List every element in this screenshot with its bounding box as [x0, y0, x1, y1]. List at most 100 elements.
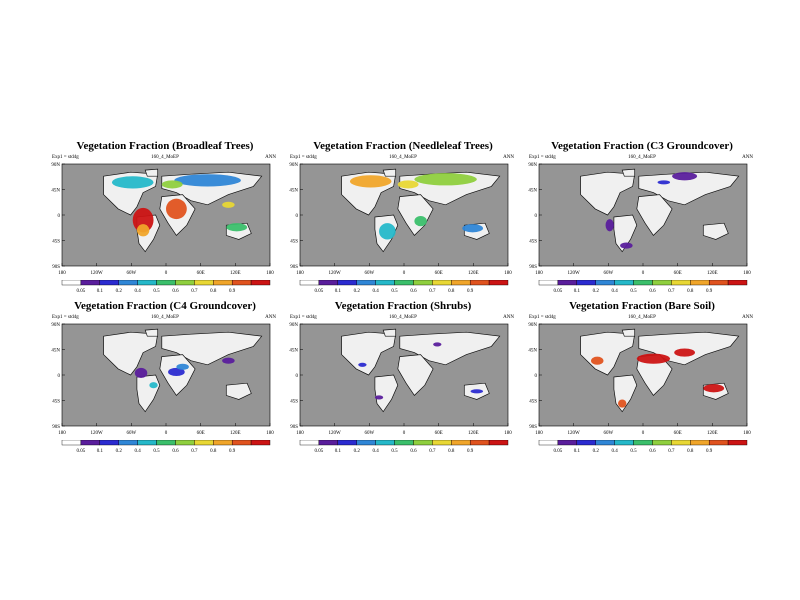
panel-title: Vegetation Fraction (C3 Groundcover)	[551, 140, 733, 152]
colorbar-label: 0.2	[116, 449, 123, 454]
x-tick-label: 60E	[197, 271, 205, 276]
colorbar-label: 0.1	[97, 449, 104, 454]
colorbar-label: 0.4	[373, 289, 380, 294]
colorbar-segment	[250, 280, 271, 286]
colorbar-segment	[451, 440, 471, 446]
data-patch	[166, 198, 187, 220]
colorbar-segment	[318, 440, 339, 446]
colorbar-segment	[356, 280, 376, 286]
panel-title: Vegetation Fraction (Bare Soil)	[569, 300, 715, 312]
colorbar-label: 0.5	[391, 289, 398, 294]
colorbar-label: 0.6	[410, 289, 417, 294]
colorbar-segment	[538, 440, 559, 446]
y-tick-label: 45N	[51, 349, 60, 354]
y-tick-label: 90N	[289, 323, 298, 328]
colorbar-segment	[633, 440, 653, 446]
landmass-greenland	[621, 328, 636, 337]
x-tick-label: 60W	[603, 271, 613, 276]
colorbar-label: 0.7	[429, 449, 436, 454]
colorbar-segment	[595, 280, 615, 286]
y-tick-label: 0	[58, 214, 61, 219]
x-tick-label: 0	[642, 431, 645, 436]
data-patch	[132, 207, 154, 233]
colorbar-segment	[299, 280, 320, 286]
colorbar-segment	[194, 280, 214, 286]
colorbar-label: 0.1	[335, 449, 342, 454]
case-label: 160_4_MoEP	[151, 155, 179, 160]
landmass-greenland	[382, 168, 397, 177]
colorbar-segment	[576, 280, 596, 286]
x-tick-label: 120W	[91, 271, 104, 276]
data-patch	[591, 356, 604, 365]
colorbar: 0.05 0.1 0.2 0.4 0.5 0.6 0.7 0.8 0.9	[61, 280, 271, 294]
colorbar-segment	[80, 440, 101, 446]
x-tick-label: 0	[165, 431, 168, 436]
colorbar-label: 0.05	[315, 289, 324, 294]
x-tick-label: 180	[58, 271, 66, 276]
x-tick-label: 120E	[230, 271, 241, 276]
season-label: ANN	[503, 155, 514, 160]
data-patch	[470, 389, 484, 394]
season-label: ANN	[265, 315, 276, 320]
data-patch	[620, 242, 633, 249]
colorbar-segment	[557, 280, 578, 286]
data-patch	[672, 172, 698, 181]
colorbar-segment	[708, 440, 729, 446]
case-label: 160_4_MoEP	[389, 315, 417, 320]
colorbar-label: 0.05	[77, 449, 86, 454]
colorbar-label: 0.05	[554, 289, 563, 294]
data-patch	[462, 224, 484, 233]
colorbar-label: 0.5	[630, 449, 637, 454]
colorbar-label: 0.2	[593, 449, 600, 454]
data-patch	[161, 180, 183, 189]
x-tick-label: 180	[58, 431, 66, 436]
colorbar-segment	[557, 440, 578, 446]
y-tick-label: 90S	[529, 265, 537, 270]
colorbar-segment	[61, 280, 82, 286]
landmass-australia	[702, 222, 729, 240]
data-patch	[414, 173, 477, 186]
colorbar-label: 0.6	[649, 449, 656, 454]
colorbar-segment	[299, 440, 320, 446]
colorbar-label: 0.9	[229, 289, 236, 294]
x-tick-label: 180	[535, 271, 543, 276]
expt-label: Exp1 = std4g	[529, 315, 556, 320]
season-label: ANN	[742, 315, 753, 320]
landmass-greenland	[144, 168, 159, 177]
panel-title: Vegetation Fraction (Needleleaf Trees)	[313, 140, 493, 152]
x-tick-label: 120E	[468, 431, 479, 436]
case-label: 160_4_MoEP	[151, 315, 179, 320]
colorbar-segment	[213, 280, 233, 286]
colorbar-segment	[633, 280, 653, 286]
colorbar-label: 0.9	[229, 449, 236, 454]
colorbar-label: 0.05	[315, 449, 324, 454]
x-tick-label: 60E	[674, 431, 682, 436]
data-patch	[176, 363, 189, 370]
landmass-africa	[636, 194, 673, 236]
colorbar-label: 0.4	[612, 289, 619, 294]
x-tick-label: 120E	[707, 271, 718, 276]
data-patch	[636, 353, 671, 364]
y-tick-label: 45S	[290, 400, 298, 405]
landmass-greenland	[382, 328, 397, 337]
case-label: 160_4_MoEP	[628, 315, 656, 320]
colorbar-label: 0.5	[391, 449, 398, 454]
colorbar-segment	[727, 280, 748, 286]
colorbar-label: 0.4	[373, 449, 380, 454]
colorbar-segment	[213, 440, 233, 446]
panel-title: Vegetation Fraction (Shrubs)	[334, 300, 472, 312]
landmass-namerica	[341, 331, 397, 376]
colorbar-segment	[432, 440, 452, 446]
colorbar-segment	[318, 280, 339, 286]
colorbar-segment	[614, 280, 634, 286]
colorbar-label: 0.2	[354, 289, 361, 294]
data-patch	[379, 223, 396, 240]
landmass-eurasia	[399, 331, 501, 366]
x-tick-label: 180	[296, 271, 304, 276]
expt-label: Exp1 = std4g	[52, 155, 79, 160]
colorbar-label: 0.7	[668, 289, 675, 294]
colorbar-label: 0.9	[467, 449, 474, 454]
colorbar-label: 0.9	[706, 449, 713, 454]
expt-label: Exp1 = std4g	[52, 315, 79, 320]
